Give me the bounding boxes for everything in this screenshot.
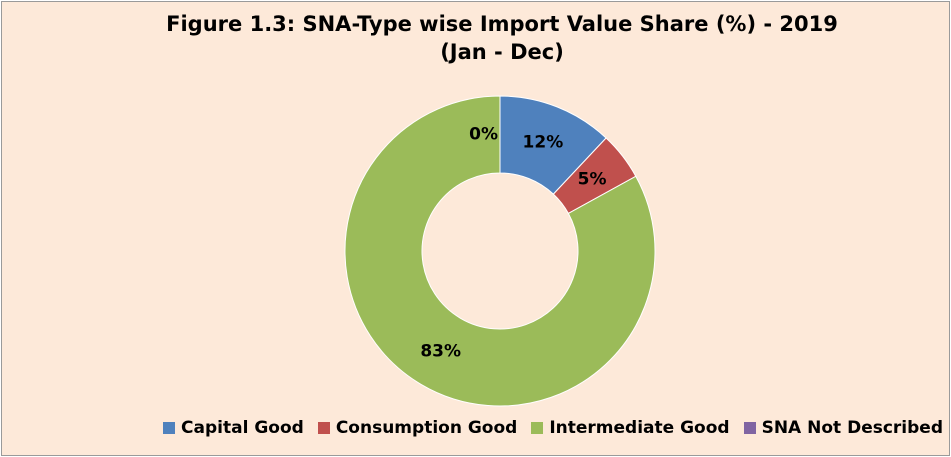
data-label: 0%	[469, 125, 498, 145]
legend-swatch	[163, 422, 176, 434]
legend-label: Intermediate Good	[549, 418, 730, 438]
legend-item: Intermediate Good	[531, 418, 730, 438]
legend-label: Capital Good	[181, 418, 304, 438]
legend-label: SNA Not Described	[761, 418, 943, 438]
slice	[344, 95, 656, 407]
legend-item: SNA Not Described	[743, 418, 943, 438]
legend-swatch	[531, 422, 544, 434]
legend-swatch	[317, 422, 330, 434]
data-label: 12%	[523, 133, 564, 153]
data-label: 83%	[420, 341, 461, 361]
legend-item: Capital Good	[163, 418, 304, 438]
legend-label: Consumption Good	[335, 418, 518, 438]
legend: Capital Good Consumption Good Intermediate…	[2, 418, 949, 438]
data-label: 5%	[578, 170, 607, 190]
legend-item: Consumption Good	[317, 418, 518, 438]
chart-title: Figure 1.3: SNA-Type wise Import Value S…	[166, 12, 838, 64]
legend-swatch	[743, 422, 756, 434]
